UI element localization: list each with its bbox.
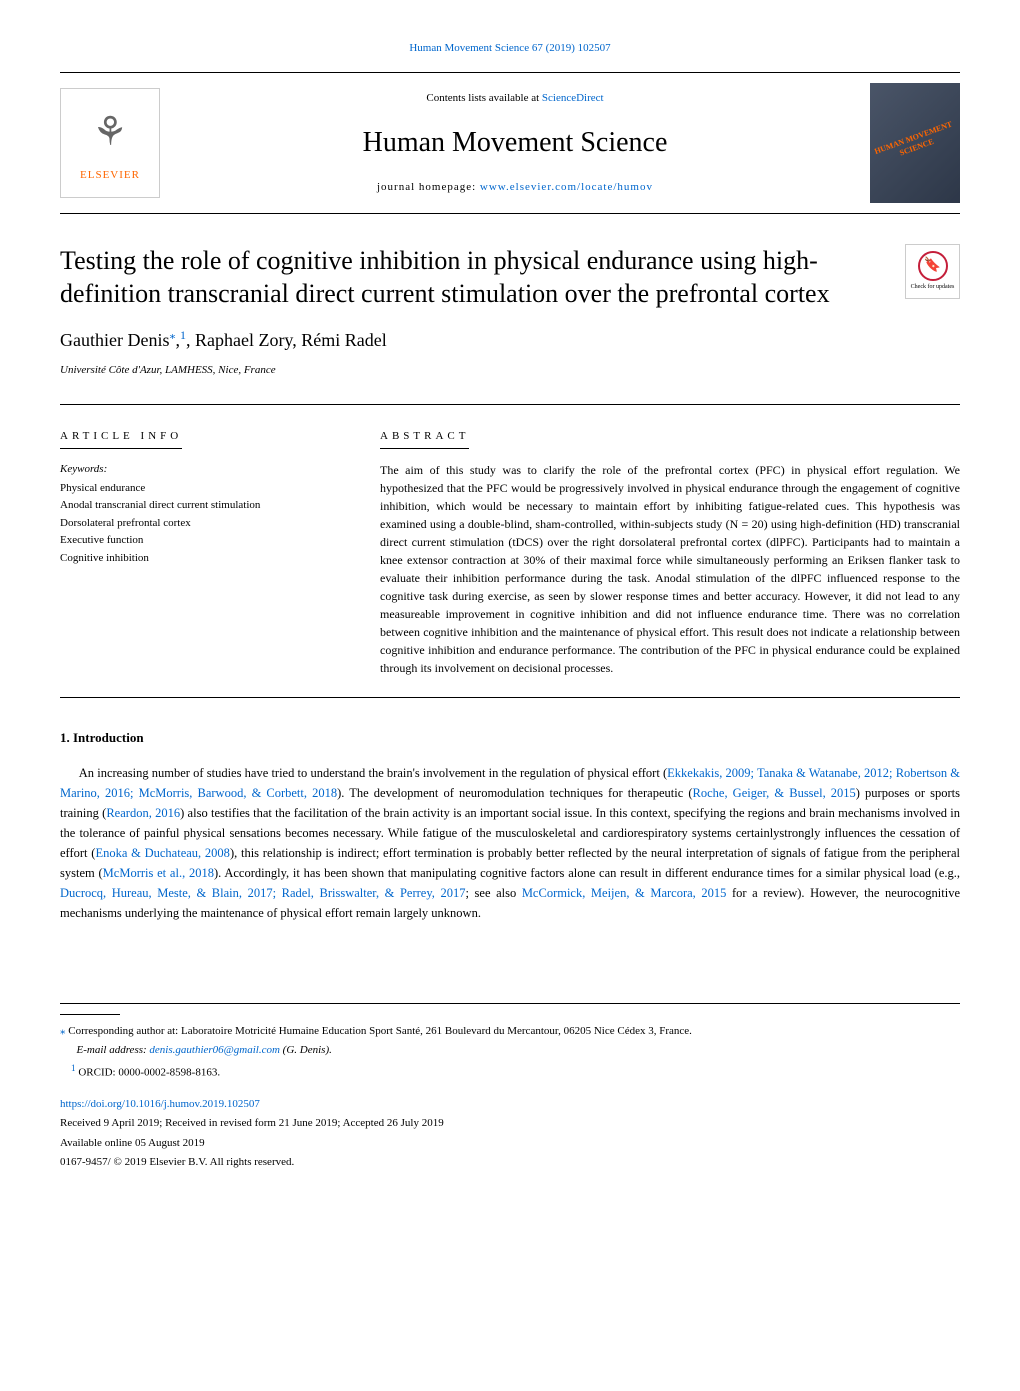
check-updates-badge[interactable]: 🔖 Check for updates	[905, 244, 960, 299]
homepage-prefix: journal homepage:	[377, 181, 480, 193]
info-abstract-section: ARTICLE INFO Keywords: Physical enduranc…	[60, 404, 960, 699]
keyword-item: Executive function	[60, 532, 340, 550]
email-link[interactable]: denis.gauthier06@gmail.com	[149, 1044, 280, 1056]
check-updates-label: Check for updates	[911, 283, 955, 292]
body-text-span: ; see also	[465, 886, 521, 900]
abstract-text: The aim of this study was to clarify the…	[380, 461, 960, 677]
section-heading-intro: 1. Introduction	[60, 728, 960, 748]
email-line: E-mail address: denis.gauthier06@gmail.c…	[77, 1042, 961, 1059]
doi-link[interactable]: https://doi.org/10.1016/j.humov.2019.102…	[60, 1098, 260, 1110]
journal-cover: HUMAN MOVEMENT SCIENCE	[870, 83, 960, 203]
contents-line: Contents lists available at ScienceDirec…	[180, 90, 850, 107]
body-text-span: ). The development of neuromodulation te…	[337, 786, 692, 800]
header-citation: Human Movement Science 67 (2019) 102507	[60, 40, 960, 57]
citation-link[interactable]: McCormick, Meijen, & Marcora, 2015	[522, 886, 727, 900]
abstract-heading: ABSTRACT	[380, 428, 469, 450]
title-section: Testing the role of cognitive inhibition…	[60, 244, 960, 312]
citation-link[interactable]: Enoka & Duchateau, 2008	[95, 846, 229, 860]
author-primary: Gauthier Denis	[60, 330, 169, 350]
body-text-span: ). Accordingly, it has been shown that m…	[214, 866, 960, 880]
copyright-line: 0167-9457/ © 2019 Elsevier B.V. All righ…	[60, 1154, 960, 1171]
citation-link[interactable]: Ducrocq, Hureau, Meste, & Blain, 2017; R…	[60, 886, 465, 900]
keyword-item: Cognitive inhibition	[60, 550, 340, 568]
footnote-divider	[60, 1014, 120, 1015]
available-date: Available online 05 August 2019	[60, 1135, 960, 1152]
corresponding-author-note: ⁎ Corresponding author at: Laboratoire M…	[60, 1023, 960, 1040]
bookmark-icon: 🔖	[918, 251, 948, 281]
elsevier-tree-icon: ⚘	[92, 102, 128, 162]
citation-link[interactable]: Human Movement Science 67 (2019) 102507	[409, 42, 610, 54]
affiliation: Université Côte d'Azur, LAMHESS, Nice, F…	[60, 362, 960, 379]
sciencedirect-link[interactable]: ScienceDirect	[542, 92, 604, 104]
cover-text: HUMAN MOVEMENT SCIENCE	[869, 118, 960, 167]
intro-paragraph: An increasing number of studies have tri…	[60, 763, 960, 923]
received-dates: Received 9 April 2019; Received in revis…	[60, 1115, 960, 1132]
article-title: Testing the role of cognitive inhibition…	[60, 244, 885, 312]
orcid-text: ORCID: 0000-0002-8598-8163.	[76, 1066, 221, 1078]
citation-link[interactable]: Reardon, 2016	[106, 806, 180, 820]
keywords-label: Keywords:	[60, 461, 340, 478]
journal-banner: ⚘ ELSEVIER Contents lists available at S…	[60, 72, 960, 214]
email-label: E-mail address:	[77, 1044, 150, 1056]
contents-prefix: Contents lists available at	[426, 92, 541, 104]
citation-link[interactable]: Roche, Geiger, & Bussel, 2015	[693, 786, 856, 800]
keyword-item: Anodal transcranial direct current stimu…	[60, 497, 340, 515]
abstract-column: ABSTRACT The aim of this study was to cl…	[380, 425, 960, 678]
homepage-line: journal homepage: www.elsevier.com/locat…	[180, 179, 850, 196]
authors-line: Gauthier Denis⁎,1, Raphael Zory, Rémi Ra…	[60, 326, 960, 354]
body-text-span: An increasing number of studies have tri…	[79, 766, 667, 780]
authors-rest: , Raphael Zory, Rémi Radel	[186, 330, 387, 350]
keywords-list: Physical endurance Anodal transcranial d…	[60, 480, 340, 568]
article-info-column: ARTICLE INFO Keywords: Physical enduranc…	[60, 425, 340, 678]
corr-text: Corresponding author at: Laboratoire Mot…	[66, 1025, 692, 1037]
citation-link[interactable]: McMorris et al., 2018	[103, 866, 214, 880]
publisher-logo: ⚘ ELSEVIER	[60, 88, 160, 198]
article-info-heading: ARTICLE INFO	[60, 428, 182, 450]
homepage-link[interactable]: www.elsevier.com/locate/humov	[480, 181, 653, 193]
orcid-line: 1 ORCID: 0000-0002-8598-8163.	[71, 1062, 960, 1081]
email-suffix: (G. Denis).	[280, 1044, 332, 1056]
keyword-item: Physical endurance	[60, 480, 340, 498]
keyword-item: Dorsolateral prefrontal cortex	[60, 515, 340, 533]
journal-name: Human Movement Science	[180, 122, 850, 164]
footer-section: ⁎ Corresponding author at: Laboratoire M…	[60, 1003, 960, 1171]
publisher-name: ELSEVIER	[80, 167, 140, 184]
banner-center: Contents lists available at ScienceDirec…	[160, 90, 870, 195]
